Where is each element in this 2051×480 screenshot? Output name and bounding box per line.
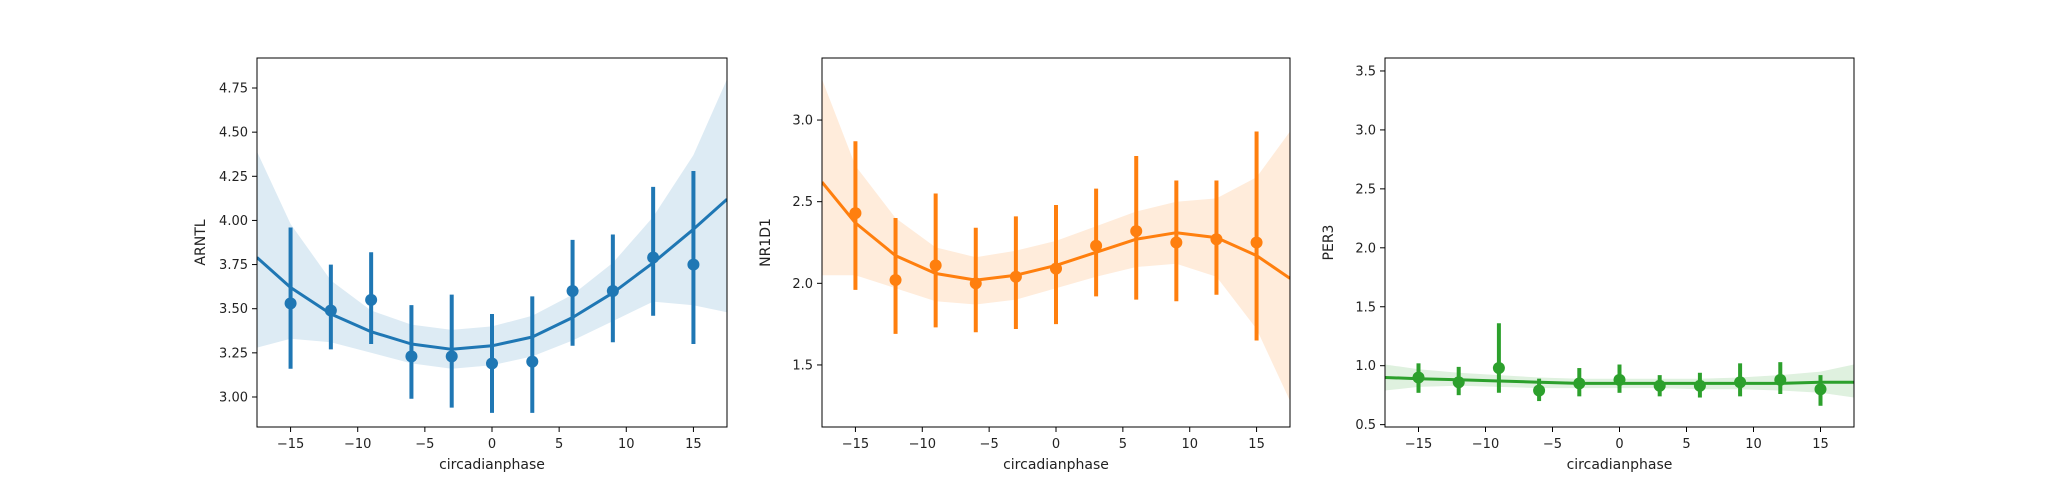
panel-nr1d1: −15 −10 −5 0 5 10 15 1.5 2.0 2.5 3.0 circadianphase… [758, 57, 1291, 473]
x-tick-label: 5 [555, 437, 563, 452]
data-point [1412, 371, 1425, 384]
y-tick-label: 1.5 [1355, 300, 1376, 315]
data-point [1693, 379, 1706, 392]
data-point [284, 297, 297, 310]
data-point [1090, 239, 1103, 252]
x-tick-label: 10 [618, 437, 635, 452]
x-tick-label: 0 [488, 437, 496, 452]
data-point [1814, 383, 1827, 396]
plot-area [822, 79, 1290, 401]
y-tick-label: 3.75 [219, 258, 248, 273]
data-point [1130, 225, 1143, 238]
y-tick-label: 1.5 [792, 358, 813, 373]
x-tick-label: −5 [1543, 437, 1562, 452]
y-tick-label: 0.5 [1355, 418, 1376, 433]
x-tick-label: −5 [980, 437, 999, 452]
data-point [889, 274, 902, 287]
data-point [969, 277, 982, 290]
data-point [1734, 376, 1747, 389]
data-point [1009, 270, 1022, 283]
x-tick-label: 5 [1119, 437, 1127, 452]
data-point [1573, 377, 1586, 390]
x-tick-label: 15 [1248, 437, 1265, 452]
y-tick-label: 3.25 [219, 346, 248, 361]
x-tick-label: −10 [1472, 437, 1499, 452]
x-tick-label: 0 [1052, 437, 1060, 452]
data-point [1250, 236, 1263, 249]
data-point [1210, 233, 1223, 246]
y-axis-label: NR1D1 [758, 218, 774, 267]
y-tick-label: 2.5 [792, 195, 813, 210]
y-tick-label: 2.0 [792, 277, 813, 292]
x-tick-label: −10 [909, 437, 936, 452]
x-tick-label: 0 [1615, 437, 1623, 452]
x-tick-label: 15 [1812, 437, 1829, 452]
x-tick-label: −15 [842, 437, 869, 452]
x-tick-label: −10 [344, 437, 371, 452]
data-point [1613, 373, 1626, 386]
y-tick-label: 3.00 [219, 390, 248, 405]
y-axis-label: PER3 [1321, 225, 1337, 261]
data-point [365, 293, 378, 306]
confidence-band [822, 79, 1290, 401]
data-point [1492, 362, 1505, 375]
y-tick-label: 4.25 [219, 170, 248, 185]
y-axis-label: ARNTL [193, 219, 209, 265]
x-tick-label: 10 [1181, 437, 1198, 452]
x-axis-label: circadianphase [439, 457, 545, 473]
data-point [849, 207, 862, 220]
panel-per3: −15 −10 −5 0 5 10 15 0.5 1.0 1.5 2.0 2.5 3.0 3.5 circa… [1321, 57, 1855, 473]
y-tick-label: 4.50 [219, 126, 248, 141]
y-tick-label: 3.5 [1355, 64, 1376, 79]
x-tick-label: −15 [277, 437, 304, 452]
data-point [1452, 376, 1465, 389]
y-tick-label: 4.00 [219, 214, 248, 229]
data-point [566, 285, 579, 298]
data-point [929, 259, 942, 272]
x-tick-label: 5 [1682, 437, 1690, 452]
x-tick-label: 15 [685, 437, 702, 452]
panel-arntl: −15 −10 −5 0 5 10 15 3.00 3.25 3.50 3.75 4.00 4.25 4.… [193, 57, 728, 473]
x-axis-label: circadianphase [1567, 457, 1673, 473]
plot-area [1385, 323, 1854, 406]
data-point [445, 350, 458, 363]
data-point [1774, 373, 1787, 386]
data-point [405, 350, 418, 363]
x-tick-label: −15 [1405, 437, 1432, 452]
y-tick-label: 1.0 [1355, 359, 1376, 374]
data-point [486, 357, 498, 370]
x-axis-label: circadianphase [1003, 457, 1109, 473]
y-tick-label: 4.75 [219, 82, 248, 97]
data-point [1533, 384, 1546, 397]
data-point [526, 355, 539, 368]
y-tick-label: 2.5 [1355, 182, 1376, 197]
data-point [324, 304, 337, 317]
data-point [687, 258, 700, 271]
y-tick-label: 2.0 [1355, 241, 1376, 256]
data-point [606, 285, 619, 298]
data-point [1050, 262, 1062, 275]
y-tick-label: 3.0 [1355, 123, 1376, 138]
data-point [1170, 236, 1183, 249]
y-tick-label: 3.0 [792, 114, 813, 129]
data-point [647, 251, 660, 264]
data-point [1653, 379, 1666, 392]
x-tick-label: −5 [415, 437, 434, 452]
y-tick-label: 3.50 [219, 302, 248, 317]
x-tick-label: 10 [1745, 437, 1762, 452]
plot-area [257, 79, 727, 413]
